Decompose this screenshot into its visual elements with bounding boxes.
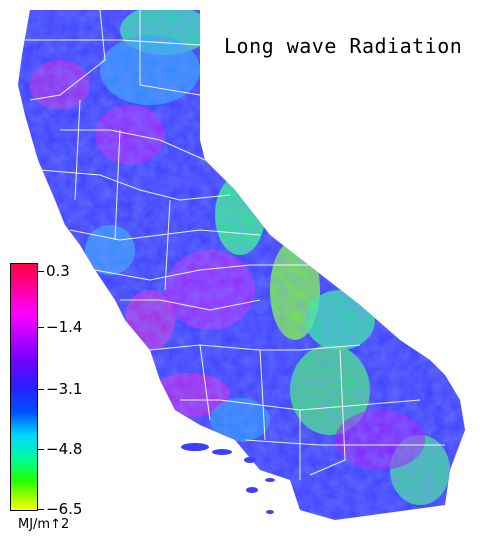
legend-tick-max: 0.3 (38, 262, 70, 280)
legend-tick-4: −4.8 (37, 440, 83, 458)
legend-tick-2: −1.4 (37, 318, 83, 336)
county-boundaries (25, 9, 445, 480)
legend-unit: MJ/m↑2 (18, 517, 70, 532)
map-title: Long wave Radiation (224, 34, 463, 58)
color-scale-bar (10, 263, 38, 511)
legend-tick-3: −3.1 (37, 380, 83, 398)
channel-islands (181, 443, 275, 514)
legend-tick-min: −6.5 (37, 500, 83, 518)
